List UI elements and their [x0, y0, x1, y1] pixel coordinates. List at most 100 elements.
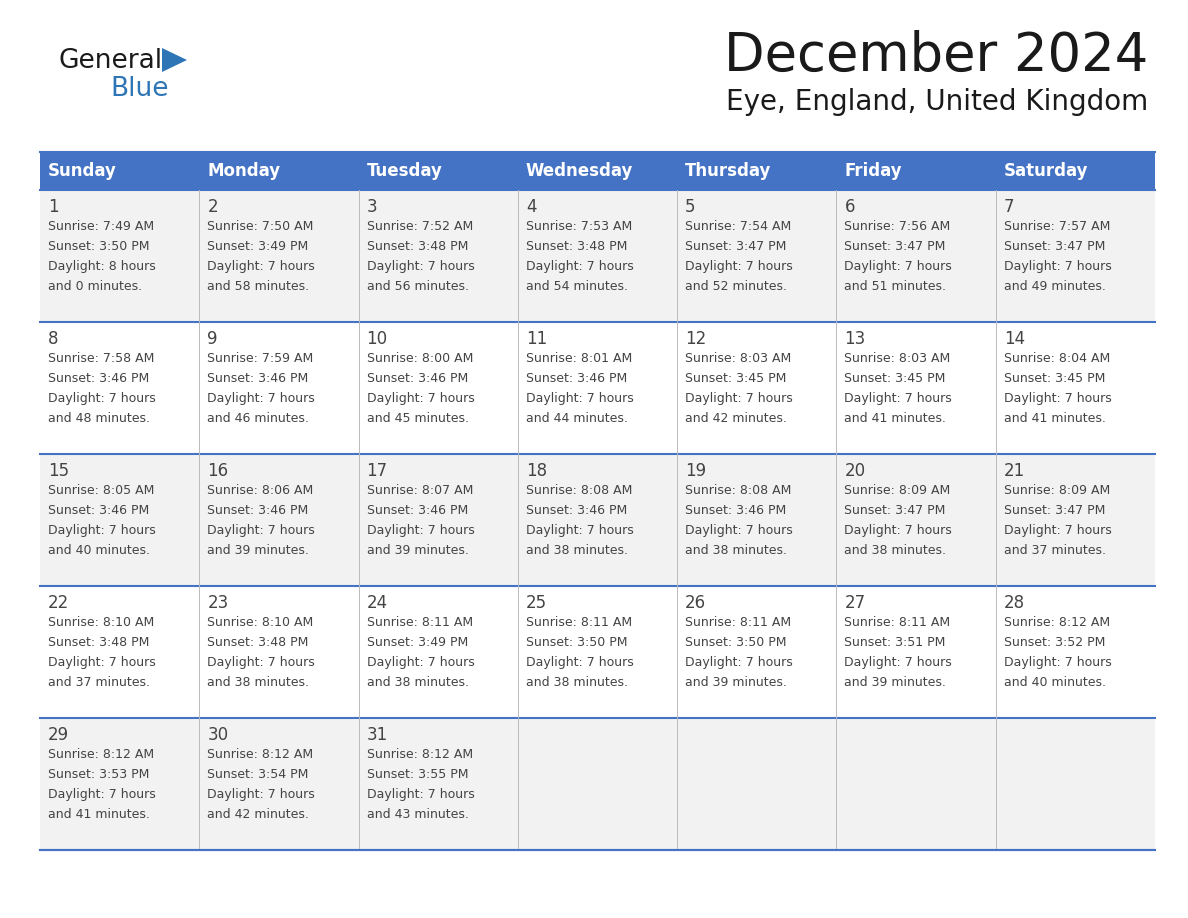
Text: Sunset: 3:51 PM: Sunset: 3:51 PM — [845, 636, 946, 649]
Text: Sunrise: 8:09 AM: Sunrise: 8:09 AM — [1004, 484, 1110, 497]
Text: Sunset: 3:47 PM: Sunset: 3:47 PM — [1004, 504, 1105, 517]
Text: Daylight: 7 hours: Daylight: 7 hours — [367, 260, 474, 273]
Text: Daylight: 7 hours: Daylight: 7 hours — [685, 392, 792, 405]
Text: Daylight: 7 hours: Daylight: 7 hours — [685, 524, 792, 537]
Text: and 37 minutes.: and 37 minutes. — [48, 676, 150, 689]
Text: 26: 26 — [685, 594, 707, 612]
Text: Sunset: 3:46 PM: Sunset: 3:46 PM — [685, 504, 786, 517]
Text: and 46 minutes.: and 46 minutes. — [207, 412, 309, 425]
Text: Sunrise: 8:11 AM: Sunrise: 8:11 AM — [526, 616, 632, 629]
Text: and 38 minutes.: and 38 minutes. — [367, 676, 468, 689]
Text: Sunday: Sunday — [48, 162, 116, 180]
Text: Sunset: 3:49 PM: Sunset: 3:49 PM — [207, 240, 309, 253]
Text: Daylight: 7 hours: Daylight: 7 hours — [48, 656, 156, 669]
Text: and 44 minutes.: and 44 minutes. — [526, 412, 627, 425]
Text: Monday: Monday — [207, 162, 280, 180]
Text: and 51 minutes.: and 51 minutes. — [845, 280, 947, 293]
Text: 7: 7 — [1004, 198, 1015, 216]
Text: Sunset: 3:49 PM: Sunset: 3:49 PM — [367, 636, 468, 649]
Text: Daylight: 7 hours: Daylight: 7 hours — [367, 524, 474, 537]
Text: 8: 8 — [48, 330, 58, 348]
Text: Sunset: 3:46 PM: Sunset: 3:46 PM — [48, 504, 150, 517]
Text: 6: 6 — [845, 198, 855, 216]
Text: 25: 25 — [526, 594, 546, 612]
Text: Sunrise: 7:52 AM: Sunrise: 7:52 AM — [367, 220, 473, 233]
Text: Sunset: 3:46 PM: Sunset: 3:46 PM — [367, 372, 468, 385]
Bar — [40, 454, 1155, 586]
Text: Eye, England, United Kingdom: Eye, England, United Kingdom — [726, 88, 1148, 116]
Text: 19: 19 — [685, 462, 707, 480]
Text: Daylight: 7 hours: Daylight: 7 hours — [207, 788, 315, 801]
Text: and 49 minutes.: and 49 minutes. — [1004, 280, 1106, 293]
Text: 14: 14 — [1004, 330, 1025, 348]
Text: and 41 minutes.: and 41 minutes. — [845, 412, 947, 425]
Text: Sunrise: 8:08 AM: Sunrise: 8:08 AM — [685, 484, 791, 497]
Text: Daylight: 7 hours: Daylight: 7 hours — [48, 392, 156, 405]
Text: Sunrise: 8:03 AM: Sunrise: 8:03 AM — [845, 352, 950, 365]
Text: Sunset: 3:45 PM: Sunset: 3:45 PM — [1004, 372, 1105, 385]
Text: Sunrise: 8:07 AM: Sunrise: 8:07 AM — [367, 484, 473, 497]
Text: and 37 minutes.: and 37 minutes. — [1004, 544, 1106, 557]
Text: 22: 22 — [48, 594, 69, 612]
Bar — [40, 322, 1155, 454]
Text: Sunrise: 7:57 AM: Sunrise: 7:57 AM — [1004, 220, 1110, 233]
Text: Sunset: 3:46 PM: Sunset: 3:46 PM — [48, 372, 150, 385]
Text: Daylight: 7 hours: Daylight: 7 hours — [526, 260, 633, 273]
Text: 1: 1 — [48, 198, 58, 216]
Text: Sunrise: 8:11 AM: Sunrise: 8:11 AM — [367, 616, 473, 629]
Text: Sunrise: 8:12 AM: Sunrise: 8:12 AM — [207, 748, 314, 761]
Text: 29: 29 — [48, 726, 69, 744]
Text: 2: 2 — [207, 198, 217, 216]
Text: Daylight: 7 hours: Daylight: 7 hours — [845, 392, 952, 405]
Text: Daylight: 7 hours: Daylight: 7 hours — [207, 524, 315, 537]
Text: Sunset: 3:50 PM: Sunset: 3:50 PM — [526, 636, 627, 649]
Text: and 39 minutes.: and 39 minutes. — [367, 544, 468, 557]
Text: Sunrise: 7:58 AM: Sunrise: 7:58 AM — [48, 352, 154, 365]
Text: Sunrise: 8:06 AM: Sunrise: 8:06 AM — [207, 484, 314, 497]
Text: and 38 minutes.: and 38 minutes. — [685, 544, 788, 557]
Text: 20: 20 — [845, 462, 866, 480]
Text: Sunset: 3:53 PM: Sunset: 3:53 PM — [48, 768, 150, 781]
Text: 9: 9 — [207, 330, 217, 348]
Text: Daylight: 7 hours: Daylight: 7 hours — [526, 524, 633, 537]
Text: 15: 15 — [48, 462, 69, 480]
Bar — [40, 586, 1155, 718]
Text: and 42 minutes.: and 42 minutes. — [207, 808, 309, 821]
Text: 11: 11 — [526, 330, 548, 348]
Text: and 41 minutes.: and 41 minutes. — [1004, 412, 1106, 425]
Text: Sunset: 3:48 PM: Sunset: 3:48 PM — [367, 240, 468, 253]
Text: Sunrise: 8:11 AM: Sunrise: 8:11 AM — [685, 616, 791, 629]
Text: December 2024: December 2024 — [723, 30, 1148, 82]
Text: Tuesday: Tuesday — [367, 162, 442, 180]
Text: Sunrise: 8:04 AM: Sunrise: 8:04 AM — [1004, 352, 1110, 365]
Text: Daylight: 7 hours: Daylight: 7 hours — [367, 656, 474, 669]
Text: Friday: Friday — [845, 162, 902, 180]
Text: Sunrise: 8:00 AM: Sunrise: 8:00 AM — [367, 352, 473, 365]
Text: 13: 13 — [845, 330, 866, 348]
Text: Sunset: 3:50 PM: Sunset: 3:50 PM — [48, 240, 150, 253]
Text: Daylight: 7 hours: Daylight: 7 hours — [685, 656, 792, 669]
Text: Daylight: 8 hours: Daylight: 8 hours — [48, 260, 156, 273]
Text: Wednesday: Wednesday — [526, 162, 633, 180]
Bar — [40, 718, 1155, 850]
Text: Sunset: 3:48 PM: Sunset: 3:48 PM — [48, 636, 150, 649]
Text: Sunrise: 8:09 AM: Sunrise: 8:09 AM — [845, 484, 950, 497]
Text: and 40 minutes.: and 40 minutes. — [1004, 676, 1106, 689]
Text: Sunrise: 8:12 AM: Sunrise: 8:12 AM — [48, 748, 154, 761]
Text: Sunrise: 7:53 AM: Sunrise: 7:53 AM — [526, 220, 632, 233]
Text: and 45 minutes.: and 45 minutes. — [367, 412, 468, 425]
Text: Sunset: 3:47 PM: Sunset: 3:47 PM — [845, 504, 946, 517]
Text: Sunset: 3:46 PM: Sunset: 3:46 PM — [526, 372, 627, 385]
Text: 18: 18 — [526, 462, 546, 480]
Text: Sunrise: 7:54 AM: Sunrise: 7:54 AM — [685, 220, 791, 233]
Text: and 0 minutes.: and 0 minutes. — [48, 280, 143, 293]
Text: 28: 28 — [1004, 594, 1025, 612]
Text: Daylight: 7 hours: Daylight: 7 hours — [1004, 656, 1112, 669]
Text: and 39 minutes.: and 39 minutes. — [685, 676, 786, 689]
Text: Sunset: 3:46 PM: Sunset: 3:46 PM — [207, 504, 309, 517]
Text: and 58 minutes.: and 58 minutes. — [207, 280, 309, 293]
Text: Sunset: 3:55 PM: Sunset: 3:55 PM — [367, 768, 468, 781]
Text: and 38 minutes.: and 38 minutes. — [207, 676, 309, 689]
Text: and 38 minutes.: and 38 minutes. — [845, 544, 947, 557]
Text: 27: 27 — [845, 594, 866, 612]
